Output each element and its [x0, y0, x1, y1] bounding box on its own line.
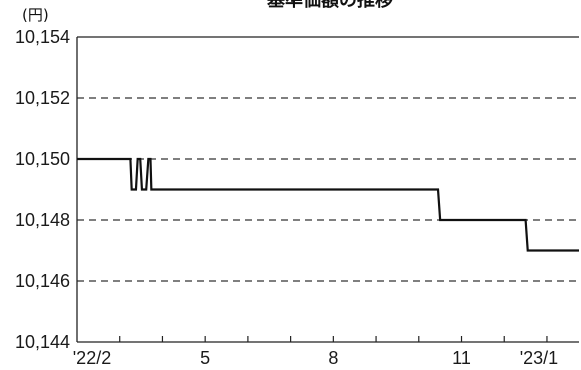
- series-line-0: [77, 157, 579, 252]
- x-tick-label: 5: [200, 348, 210, 368]
- y-tick-label: 10,154: [15, 27, 70, 47]
- x-tick-label: '22/2: [73, 348, 111, 368]
- chart-title: 基準価額の推移: [266, 0, 393, 11]
- y-tick-label: 10,150: [15, 149, 70, 169]
- y-tick-label: 10,148: [15, 210, 70, 230]
- x-tick-label: 11: [452, 348, 471, 368]
- y-tick-label: 10,152: [15, 88, 70, 108]
- y-axis-unit: (円): [22, 6, 49, 24]
- x-tick-label: '23/1: [520, 348, 558, 368]
- y-tick-label: 10,144: [15, 332, 70, 352]
- y-tick-label: 10,146: [15, 271, 70, 291]
- x-tick-label: 8: [328, 348, 338, 368]
